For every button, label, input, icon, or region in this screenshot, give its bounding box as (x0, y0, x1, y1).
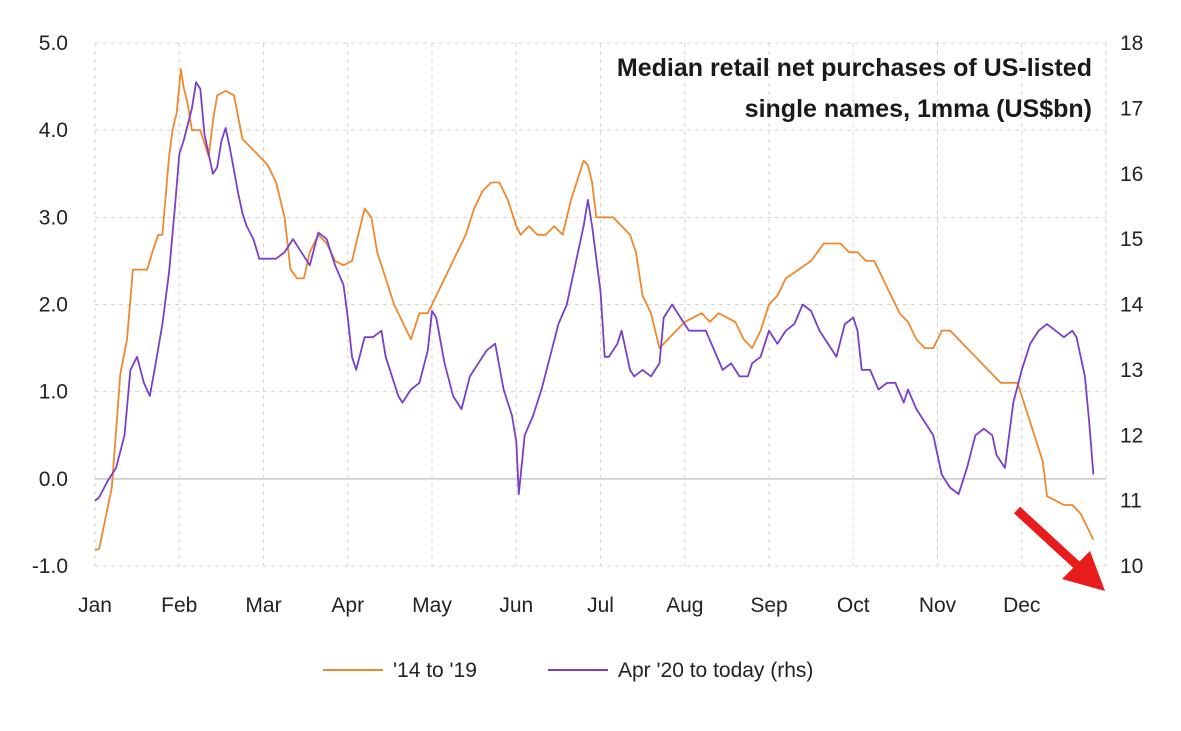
x-tick-label: Oct (837, 594, 870, 617)
y-left-tick-label: 0.0 (39, 468, 68, 491)
y-left-tick-label: 3.0 (39, 206, 68, 229)
series-lines (94, 68, 1095, 552)
x-tick-label: Jul (587, 594, 614, 617)
y-left-tick-label: 5.0 (39, 32, 68, 55)
x-tick-label: Mar (245, 594, 281, 617)
x-tick-label: Jun (499, 594, 533, 617)
x-tick-label: Aug (666, 594, 703, 617)
legend: '14 to '19 Apr '20 to today (rhs) (323, 659, 813, 682)
arrow-shaft (1013, 506, 1084, 572)
legend-label: '14 to '19 (393, 659, 477, 682)
y-left-tick-label: 1.0 (39, 381, 68, 404)
y-right-tick-label: 17 (1120, 97, 1143, 120)
y-left-tick-label: -1.0 (32, 555, 68, 578)
chart-title: Median retail net purchases of US-listed… (617, 54, 1092, 123)
chart-title-line-2: single names, 1mma (US$bn) (745, 95, 1092, 123)
y-left-tick-label: 2.0 (39, 294, 68, 317)
y-right-tick-label: 10 (1120, 555, 1143, 578)
x-tick-label: Jan (78, 594, 112, 617)
x-tick-label: Nov (919, 594, 957, 617)
x-tick-label: Apr (331, 594, 364, 617)
x-tick-label: Sep (750, 594, 787, 617)
y-right-tick-label: 18 (1120, 32, 1143, 55)
y-left-tick-label: 4.0 (39, 119, 68, 142)
y-right-tick-label: 12 (1120, 424, 1143, 447)
y-right-tick-label: 16 (1120, 163, 1143, 186)
x-tick-label: Dec (1003, 594, 1040, 617)
y-right-tick-label: 11 (1120, 490, 1142, 513)
chart-title-line-1: Median retail net purchases of US-listed (617, 54, 1092, 82)
x-tick-label: Feb (161, 594, 197, 617)
x-tick-label: May (412, 594, 452, 617)
axes: 5.0 4.0 3.0 2.0 1.0 0.0 -1.0 Jan Feb Mar Apr May Jun… (32, 32, 1144, 617)
y-right-tick-label: 14 (1120, 294, 1144, 317)
series-line-recent (94, 81, 1095, 502)
arrow-head-icon (1062, 551, 1105, 591)
red-arrow-annotation (1013, 506, 1105, 591)
y-right-tick-label: 13 (1120, 359, 1143, 382)
legend-label: Apr '20 to today (rhs) (618, 659, 813, 682)
y-right-tick-label: 15 (1120, 228, 1143, 251)
series-line-historical (94, 68, 1095, 552)
